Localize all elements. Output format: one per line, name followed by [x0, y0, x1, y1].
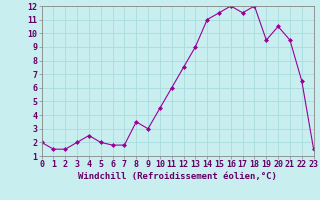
X-axis label: Windchill (Refroidissement éolien,°C): Windchill (Refroidissement éolien,°C): [78, 172, 277, 181]
